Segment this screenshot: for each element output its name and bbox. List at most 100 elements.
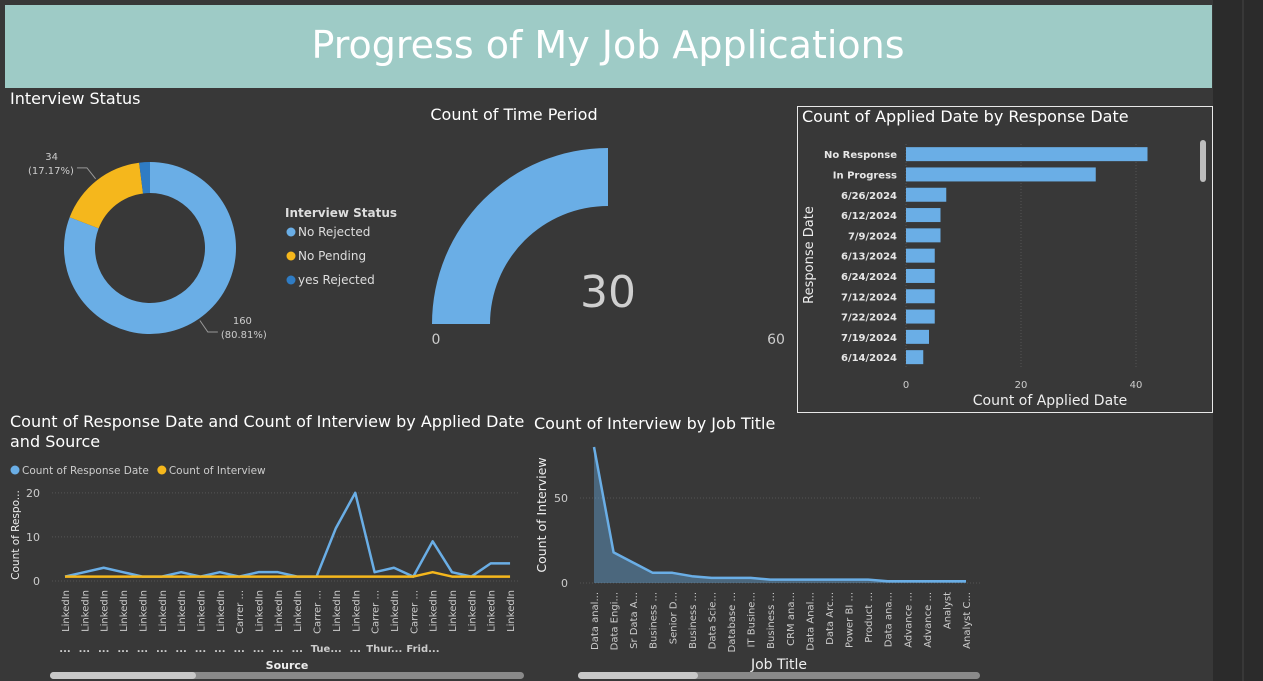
x-tick-label: LinkedIn — [158, 590, 169, 632]
x-tick-label: LinkedIn — [506, 590, 517, 632]
x-tick-label: Carrer ... — [409, 590, 420, 634]
x-tick-label: Sr Data A... — [629, 592, 640, 649]
legend-marker — [286, 227, 296, 237]
gauge-max: 60 — [767, 332, 785, 348]
x-tick-label: LinkedIn — [100, 590, 111, 632]
chart-title: Count of Interview by Job Title — [534, 414, 775, 433]
area-fill — [594, 447, 967, 583]
bar — [906, 350, 924, 365]
y-tick-label: 7/9/2024 — [848, 231, 897, 242]
x-tick-label: LinkedIn — [448, 590, 459, 632]
bar — [906, 289, 935, 304]
y-tick-label: No Response — [824, 150, 897, 161]
y-axis-title: Count of Interview — [534, 457, 549, 572]
x-tick-label: Product ... — [864, 592, 875, 643]
x-group-label: ... — [350, 644, 361, 655]
x-tick-label: Business ... — [688, 592, 699, 649]
y-tick-label: 50 — [554, 492, 568, 505]
legend-marker — [286, 275, 296, 285]
filters-pane[interactable] — [1213, 0, 1263, 681]
x-tick-label: LinkedIn — [80, 590, 91, 632]
y-tick-label: 6/13/2024 — [841, 252, 897, 263]
x-tick-label: LinkedIn — [138, 590, 149, 632]
x-tick-label: Business ... — [766, 592, 777, 649]
x-tick-label: Carrer ... — [313, 590, 324, 634]
x-group-label: ... — [98, 644, 109, 655]
x-group-label: ... — [59, 644, 70, 655]
bar — [906, 329, 929, 344]
data-label: (17.17%) — [28, 166, 74, 177]
scrollbar-thumb[interactable] — [578, 672, 698, 679]
x-tick-label: LinkedIn — [390, 590, 401, 632]
x-tick-label: LinkedIn — [351, 590, 362, 632]
x-axis-title: Job Title — [750, 657, 807, 673]
y-tick-label: 6/14/2024 — [841, 353, 897, 364]
gauge-min: 0 — [432, 332, 441, 348]
x-tick-label: Data Anal... — [805, 592, 816, 651]
y-tick-label: 20 — [26, 487, 40, 500]
x-tick-label: Carrer ... — [235, 590, 246, 634]
donut-slice — [139, 162, 150, 194]
legend-label: Count of Interview — [169, 465, 266, 477]
bar — [906, 228, 941, 243]
x-tick-label: CRM ana... — [786, 592, 797, 646]
x-tick-label: Database ... — [727, 592, 738, 652]
x-group-label: ... — [195, 644, 206, 655]
chart-title: Count of Time Period — [430, 105, 597, 124]
x-tick-label: LinkedIn — [119, 590, 130, 632]
x-tick-label: Analyst C... — [962, 592, 973, 649]
legend-label: No Rejected — [298, 225, 370, 239]
legend-marker — [157, 465, 167, 475]
legend-label: yes Rejected — [298, 273, 375, 287]
data-label: 160 — [233, 316, 252, 327]
donut-slice — [69, 162, 144, 229]
area-line — [592, 446, 967, 583]
x-tick-label: LinkedIn — [61, 590, 72, 632]
x-tick-label: Senior D... — [668, 592, 679, 644]
donut-slice — [63, 162, 236, 334]
bar — [906, 187, 947, 202]
x-axis-title: Count of Applied Date — [973, 393, 1128, 409]
chart-title: Count of Response Date and Count of Inte… — [10, 412, 525, 451]
legend-label: Count of Response Date — [22, 465, 149, 477]
x-tick-label: LinkedIn — [467, 590, 478, 632]
x-tick-label: Data ana... — [884, 592, 895, 647]
x-group-label: ... — [79, 644, 90, 655]
bar — [906, 248, 935, 263]
line-series — [65, 570, 511, 578]
bar — [906, 309, 935, 324]
y-axis-title: Response Date — [802, 206, 817, 304]
x-tick-label: Data anal... — [590, 592, 601, 650]
x-tick-label: Power BI ... — [845, 592, 856, 648]
y-tick-label: 0 — [33, 575, 40, 588]
x-axis-title: Source — [266, 659, 309, 672]
x-tick-label: 0 — [903, 380, 909, 391]
x-tick-label: LinkedIn — [255, 590, 266, 632]
scrollbar-thumb[interactable] — [50, 672, 196, 679]
x-group-label: Thur... — [366, 644, 402, 655]
y-tick-label: 7/22/2024 — [841, 313, 897, 324]
x-tick-label: IT Busine... — [747, 592, 758, 647]
gauge-value: 30 — [580, 267, 636, 318]
x-tick-label: Analyst — [942, 592, 953, 629]
x-tick-label: Advance ... — [903, 592, 914, 648]
gauge-fill — [432, 148, 608, 324]
chart-title: Interview Status — [10, 89, 140, 108]
x-tick-label: LinkedIn — [274, 590, 285, 632]
dashboard-title: Progress of My Job Applications — [311, 23, 904, 67]
x-group-label: ... — [291, 644, 302, 655]
y-tick-label: 7/19/2024 — [841, 333, 897, 344]
visual-border — [797, 106, 1213, 413]
x-tick-label: 40 — [1130, 380, 1143, 391]
x-group-label: ... — [175, 644, 186, 655]
x-tick-label: LinkedIn — [196, 590, 207, 632]
scrollbar[interactable] — [1200, 140, 1206, 182]
x-tick-label: Data Arc... — [825, 592, 836, 645]
x-tick-label: 20 — [1015, 380, 1028, 391]
x-tick-label: LinkedIn — [487, 590, 498, 632]
x-group-label: ... — [117, 644, 128, 655]
x-tick-label: LinkedIn — [332, 590, 343, 632]
legend-title: Interview Status — [285, 206, 397, 220]
bar — [906, 147, 1148, 162]
